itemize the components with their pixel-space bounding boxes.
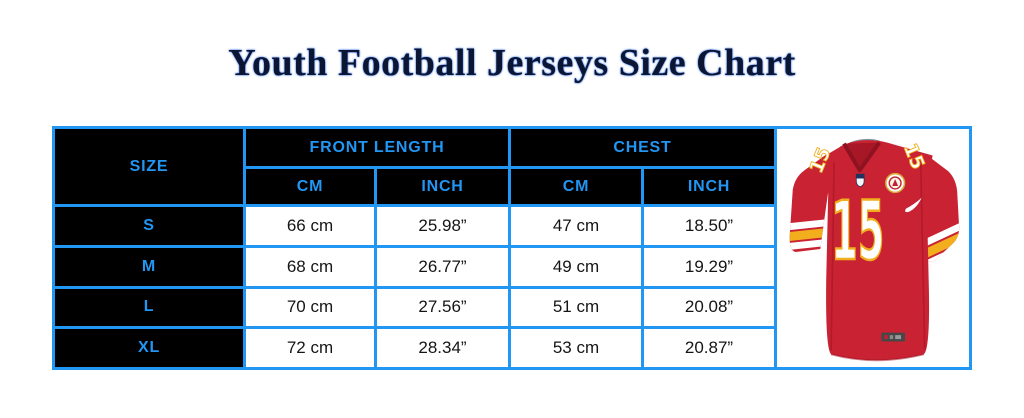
front-length-inch-value: 26.77” [377, 247, 508, 286]
front-length-inch-value: 28.34” [377, 329, 508, 367]
front-length-inch-value: 27.56” [377, 288, 508, 327]
jersey-vneck-collar [843, 142, 880, 171]
size-row-label: S [55, 207, 243, 245]
jersey-torso [822, 140, 933, 361]
collar-edge [842, 141, 882, 173]
front-length-cm-value: 66 cm [246, 207, 374, 245]
swoosh-icon [905, 197, 922, 213]
size-column-header: SIZE [55, 129, 243, 204]
chest-cm-value: 47 cm [511, 207, 641, 245]
size-chart-table: SIZE FRONT LENGTH CHEST CM INCH CM INCH [52, 126, 972, 370]
chest-inch-value: 18.50” [644, 207, 774, 245]
front-inch-unit-header: INCH [377, 169, 508, 204]
size-row-label: L [55, 288, 243, 327]
right-side-seam [919, 164, 926, 350]
front-length-cm-value: 72 cm [246, 329, 374, 367]
front-cm-unit-header: CM [246, 169, 374, 204]
front-length-cm-value: 70 cm [246, 288, 374, 327]
front-length-group-header: FRONT LENGTH [246, 129, 508, 166]
svg-text:15: 15 [831, 185, 884, 279]
nfl-shield-logo [855, 173, 865, 188]
front-length-cm-value: 68 cm [246, 247, 374, 286]
chest-inch-unit-header: INCH [644, 169, 774, 204]
hem-seam [830, 353, 924, 362]
front-length-inch-value: 25.98” [377, 207, 508, 245]
size-row-label: M [55, 247, 243, 286]
chest-inch-value: 20.87” [644, 329, 774, 367]
size-row-label: XL [55, 329, 243, 367]
page-title: Youth Football Jerseys Size Chart [228, 42, 796, 84]
left-side-seam [830, 162, 835, 351]
jersey-product-image: 15 15 15 [777, 129, 969, 367]
chest-cm-unit-header: CM [511, 169, 641, 204]
jersey-chest-number: 15 [830, 184, 885, 280]
jock-tag [881, 332, 905, 342]
chest-inch-value: 20.08” [644, 288, 774, 327]
team-patch-logo [885, 172, 906, 194]
chest-cm-value: 51 cm [511, 288, 641, 327]
chest-cm-value: 53 cm [511, 329, 641, 367]
chest-cm-value: 49 cm [511, 247, 641, 286]
chest-inch-value: 19.29” [644, 247, 774, 286]
chest-group-header: CHEST [511, 129, 774, 166]
football-jersey-illustration: 15 15 15 [789, 138, 960, 362]
left-sleeve-stripes [789, 219, 829, 251]
